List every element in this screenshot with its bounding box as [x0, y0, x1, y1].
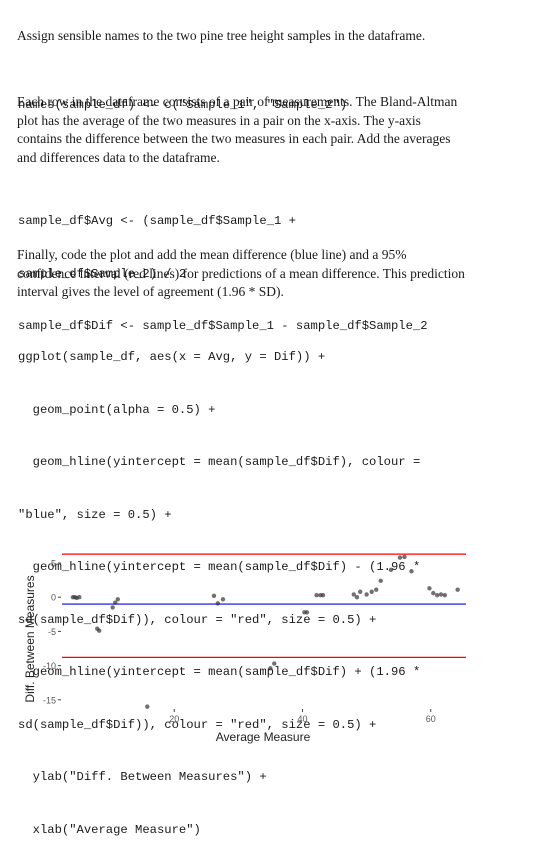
code-block-names: names(sample_df) <- c("Sample_1", "Sampl… [18, 62, 518, 132]
code-line: sample_df$Dif <- sample_df$Sample_1 - sa… [18, 319, 428, 333]
intro-paragraph: Assign sensible names to the two pine tr… [17, 28, 426, 43]
code-line: "blue", size = 0.5) + [18, 507, 172, 522]
data-point [351, 592, 356, 597]
code-block-avg-dif: sample_df$Avg <- (sample_df$Sample_1 + s… [18, 178, 518, 353]
bland-altman-paragraph: Each row in the dataframe consists of a … [17, 94, 458, 165]
data-point [369, 589, 374, 594]
code-line: sd(sample_df$Dif)), colour = "red", size… [18, 612, 377, 627]
x-tick-label: 20 [169, 714, 179, 724]
data-point [388, 567, 394, 573]
data-point [304, 610, 310, 615]
data-point [145, 704, 150, 709]
data-point [320, 592, 326, 598]
code-line: ggplot(sample_df, aes(x = Avg, y = Dif))… [18, 350, 326, 364]
data-point [364, 592, 369, 597]
code-line: xlab("Average Measure") [18, 822, 201, 837]
bland-altman-plot: -15 -10 -5 0 5 20 40 60 Average Measure Diff. B… [23, 553, 466, 744]
code-line: sample_df$Avg <- (sample_df$Sample_1 + [18, 214, 296, 228]
plot-paragraph: Finally, code the plot and add the mean … [17, 247, 465, 299]
data-point [434, 592, 440, 598]
x-tick-label: 60 [426, 714, 436, 724]
data-point [442, 592, 448, 598]
data-point [455, 587, 460, 592]
data-point [354, 595, 360, 600]
data-point [357, 589, 363, 594]
y-tick-label: -10 [43, 661, 56, 671]
y-tick-label: 0 [51, 593, 56, 603]
data-point [378, 578, 383, 584]
y-axis-label: Diff. Between Measures [23, 575, 37, 702]
data-point [115, 597, 120, 602]
x-tick-label: 40 [297, 714, 307, 724]
data-point [113, 600, 118, 605]
data-point [77, 595, 82, 600]
data-point [220, 597, 226, 602]
data-point [268, 666, 273, 671]
data-point [314, 592, 319, 598]
data-point [272, 661, 277, 666]
y-tick-label: -15 [43, 695, 56, 705]
data-point [397, 555, 403, 560]
data-point [409, 569, 414, 574]
data-point [402, 554, 407, 560]
y-tick-label: -5 [48, 627, 56, 637]
data-point [438, 592, 444, 597]
data-point [211, 593, 217, 599]
code-line: sd(sample_df$Dif)), colour = "red", size… [18, 717, 377, 732]
code-line: names(sample_df) <- c("Sample_1", "Sampl… [18, 98, 348, 112]
code-line: geom_point(alpha = 0.5) + [18, 402, 216, 417]
data-point [427, 586, 432, 591]
code-line: geom_hline(yintercept = mean(sample_df$D… [18, 455, 421, 469]
data-point [374, 587, 379, 592]
code-line: geom_hline(yintercept = mean(sample_df$D… [18, 560, 421, 574]
code-line: sample_df$Sample_2) / 2 [18, 266, 187, 281]
code-line: ylab("Diff. Between Measures") + [18, 770, 267, 784]
x-axis-label: Average Measure [216, 730, 311, 744]
data-point [110, 605, 115, 610]
y-tick-label: 5 [51, 559, 56, 569]
code-line: geom_hline(yintercept = mean(sample_df$D… [18, 665, 421, 679]
data-point [215, 601, 221, 606]
data-point [431, 590, 436, 596]
data-point [96, 628, 102, 633]
